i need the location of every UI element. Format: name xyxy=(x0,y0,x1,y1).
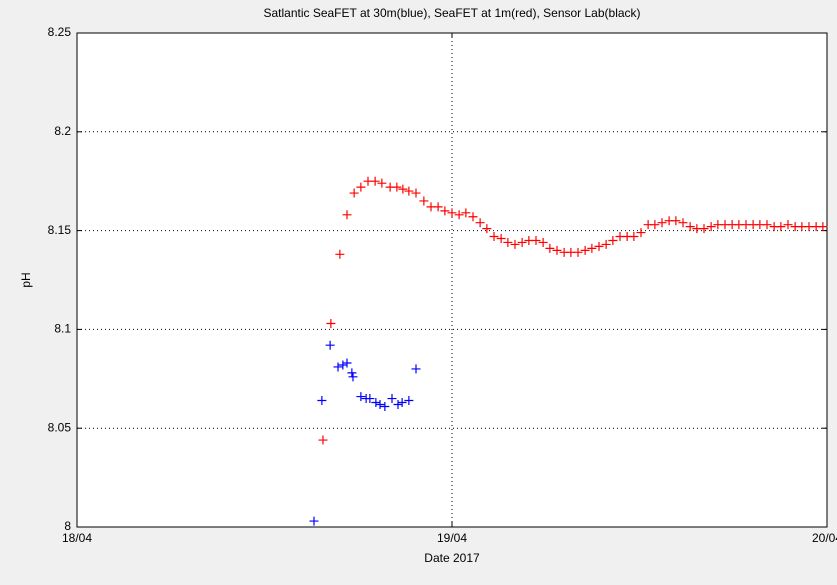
y-tick-label: 8.1 xyxy=(54,322,71,336)
marker xyxy=(365,394,375,404)
marker xyxy=(347,368,357,378)
marker xyxy=(419,196,429,206)
marker xyxy=(325,340,335,350)
y-tick-label: 8.25 xyxy=(48,25,72,39)
marker xyxy=(573,247,583,257)
x-tick-label: 19/04 xyxy=(437,531,467,545)
marker xyxy=(440,206,450,216)
marker xyxy=(411,364,421,374)
marker xyxy=(531,235,541,245)
y-tick-label: 8.2 xyxy=(54,124,71,138)
marker xyxy=(348,372,358,382)
marker xyxy=(447,208,457,218)
marker xyxy=(454,210,464,220)
marker xyxy=(371,398,381,408)
marker xyxy=(309,516,319,526)
marker xyxy=(349,188,359,198)
marker xyxy=(404,186,414,196)
marker xyxy=(318,435,328,445)
marker xyxy=(342,358,352,368)
marker xyxy=(393,399,403,409)
marker xyxy=(629,232,639,242)
marker xyxy=(496,234,506,244)
marker xyxy=(333,362,343,372)
marker xyxy=(375,399,385,409)
marker xyxy=(411,188,421,198)
marker xyxy=(380,401,390,411)
marker xyxy=(475,218,485,228)
marker xyxy=(818,222,828,232)
marker xyxy=(538,237,548,247)
marker xyxy=(338,360,348,370)
marker xyxy=(342,210,352,220)
x-tick-label: 20/04 xyxy=(812,531,837,545)
marker xyxy=(699,224,709,234)
marker xyxy=(671,216,681,226)
marker xyxy=(468,212,478,222)
chart-title: Satlantic SeaFET at 30m(blue), SeaFET at… xyxy=(263,6,640,20)
marker xyxy=(776,222,786,232)
marker xyxy=(636,228,646,238)
marker xyxy=(370,176,380,186)
y-tick-label: 8 xyxy=(64,519,71,533)
marker xyxy=(601,239,611,249)
y-tick-label: 8.15 xyxy=(48,223,72,237)
marker xyxy=(482,224,492,234)
marker xyxy=(356,392,366,402)
marker xyxy=(608,235,618,245)
marker xyxy=(392,182,402,192)
marker xyxy=(356,182,366,192)
marker xyxy=(517,237,527,247)
marker xyxy=(650,220,660,230)
marker xyxy=(503,237,513,247)
marker xyxy=(552,245,562,255)
marker xyxy=(685,222,695,232)
marker xyxy=(489,232,499,242)
marker xyxy=(461,208,471,218)
marker xyxy=(397,398,407,408)
marker xyxy=(657,218,667,228)
y-tick-label: 8.05 xyxy=(48,420,72,434)
marker xyxy=(326,318,336,328)
marker xyxy=(387,394,397,404)
marker xyxy=(510,239,520,249)
y-axis-label: pH xyxy=(19,272,33,287)
x-axis-label: Date 2017 xyxy=(424,551,480,565)
marker xyxy=(377,178,387,188)
marker xyxy=(706,222,716,232)
marker xyxy=(398,184,408,194)
marker xyxy=(594,241,604,251)
marker xyxy=(335,249,345,259)
marker xyxy=(762,220,772,230)
plot-area xyxy=(76,32,828,528)
marker xyxy=(404,396,414,406)
marker xyxy=(545,243,555,253)
marker xyxy=(433,202,443,212)
marker xyxy=(587,243,597,253)
marker xyxy=(678,218,688,228)
x-tick-label: 18/04 xyxy=(62,531,92,545)
marker xyxy=(580,245,590,255)
marker xyxy=(783,220,793,230)
marker xyxy=(317,396,327,406)
